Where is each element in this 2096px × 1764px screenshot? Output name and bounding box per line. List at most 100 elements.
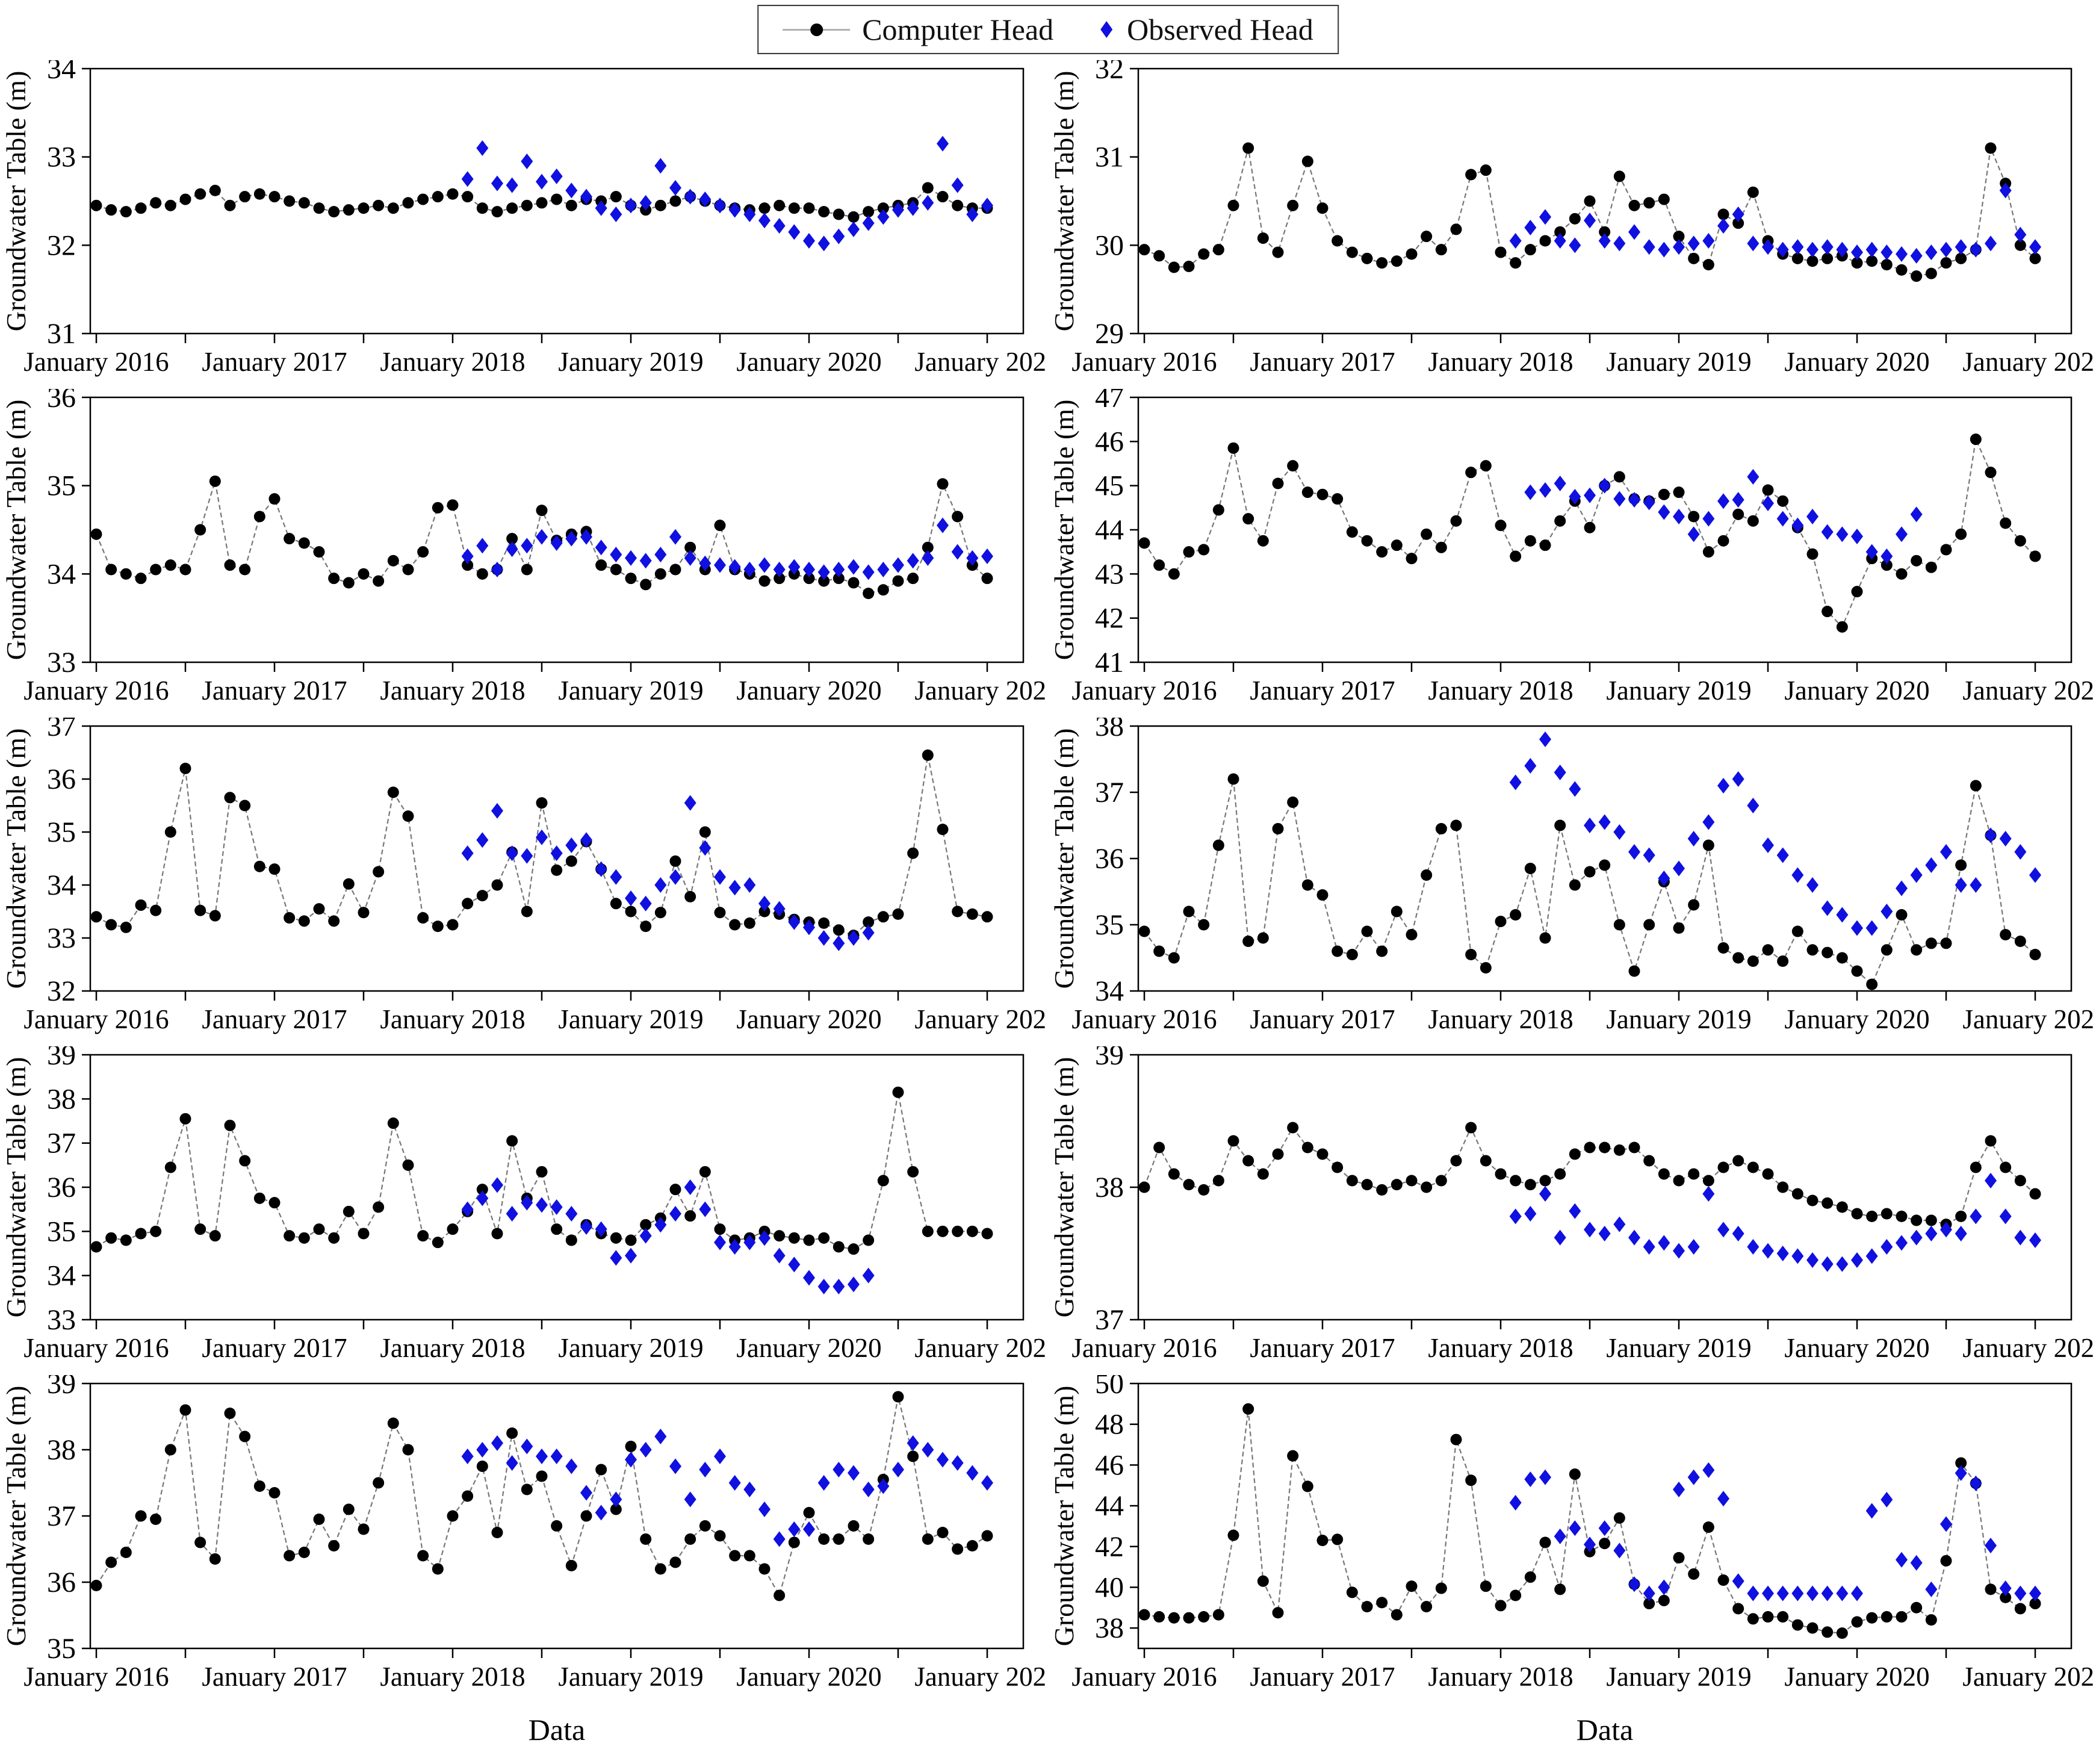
- observed-head-point: [461, 1449, 474, 1464]
- computed-head-point: [848, 1243, 860, 1255]
- observed-head-point: [625, 550, 637, 566]
- computed-head-point: [1495, 1600, 1507, 1612]
- computed-head-point: [1495, 916, 1507, 927]
- x-tick-label: January 2020: [1784, 347, 1929, 377]
- computed-head-point: [1316, 889, 1329, 901]
- computed-head-point: [328, 1540, 340, 1551]
- computed-head-point: [313, 903, 325, 915]
- y-tick-label: 33: [47, 141, 76, 173]
- chart-svg-5: 32 33 34 35 36 37 January 2016 January 2017 Janu…: [1, 718, 1048, 1034]
- computed-head-point: [135, 1510, 147, 1522]
- computed-head-point: [120, 568, 132, 580]
- computed-head-point: [833, 1241, 845, 1253]
- observed-head-point: [1910, 1554, 1923, 1571]
- computed-head-point: [937, 478, 949, 490]
- observed-head-point: [1643, 239, 1655, 255]
- computed-head-point: [714, 907, 726, 919]
- y-tick-label: 42: [1095, 603, 1124, 635]
- observed-head-point: [1940, 241, 1952, 258]
- computed-head-point: [1747, 1613, 1759, 1625]
- y-tick-label: 43: [1095, 558, 1124, 590]
- observed-head-point: [1910, 867, 1923, 883]
- observed-head-point: [506, 845, 518, 862]
- computed-head-point: [521, 1483, 533, 1495]
- x-tick-label: January 2021: [1962, 675, 2096, 706]
- computed-head-point: [1495, 520, 1507, 532]
- plot-frame: [89, 396, 1025, 663]
- observed-head-point: [625, 1452, 637, 1468]
- observed-head-point: [1776, 241, 1789, 258]
- y-tick-label: 38: [1095, 1612, 1124, 1644]
- observed-head-point: [1999, 1208, 2012, 1225]
- computed-head-point: [1495, 246, 1507, 258]
- computed-head-point: [1777, 1181, 1789, 1193]
- computed-head-point: [714, 1530, 726, 1542]
- observed-head-point: [1524, 484, 1537, 500]
- observed-head-point: [521, 538, 533, 554]
- computed-head-point: [1168, 952, 1180, 964]
- observed-head-point: [1791, 1585, 1804, 1601]
- observed-head-point: [1851, 529, 1863, 544]
- observed-head-point: [1628, 1229, 1640, 1246]
- computed-head-point: [565, 1234, 577, 1246]
- computed-head-point: [1554, 1583, 1566, 1595]
- computed-head-point: [432, 921, 444, 933]
- y-axis-label: Groundwater Table (m): [1049, 71, 1079, 332]
- observed-head-point: [1509, 233, 1522, 249]
- computed-head-point: [224, 559, 236, 571]
- observed-head-point: [773, 562, 786, 577]
- computed-head-point: [2029, 949, 2041, 960]
- computed-head-point: [164, 1444, 176, 1456]
- computed-head-point: [1242, 936, 1254, 947]
- computed-head-point: [1851, 1616, 1863, 1628]
- computed-head-point: [1168, 568, 1180, 580]
- observed-head-point: [817, 930, 830, 946]
- observed-head-point: [639, 895, 652, 912]
- computed-head-point: [1361, 252, 1373, 264]
- computed-head-point: [937, 191, 949, 203]
- computed-head-point: [833, 924, 845, 936]
- observed-head-point: [1791, 239, 1804, 255]
- computed-head-point: [1480, 460, 1492, 472]
- computed-head-point: [625, 905, 637, 918]
- computed-head-point: [402, 810, 414, 822]
- computed-head-point: [1628, 199, 1640, 211]
- observed-head-point: [654, 877, 667, 893]
- observed-head-point: [1762, 1243, 1774, 1259]
- computed-head-point: [818, 1533, 830, 1545]
- computed-head-point: [1183, 261, 1195, 273]
- observed-head-point: [654, 1217, 667, 1233]
- computed-head-point: [1227, 773, 1239, 785]
- observed-head-point: [1613, 235, 1626, 252]
- computed-head-point: [313, 202, 325, 214]
- computed-head-point: [2000, 929, 2012, 940]
- chart-svg-2: 29 30 31 32 January 2016 January 2017 January …: [1049, 60, 2096, 377]
- observed-head-point: [1776, 511, 1789, 527]
- x-tick-label: January 2020: [736, 1333, 881, 1363]
- x-tick-label: January 2020: [1784, 1662, 1929, 1692]
- computed-head-point: [313, 546, 325, 558]
- observed-head-point: [862, 925, 875, 941]
- computed-head-point: [892, 1086, 904, 1098]
- computed-head-point: [1524, 1571, 1536, 1583]
- observed-head-point: [1999, 182, 2012, 199]
- observed-head-point: [639, 1442, 652, 1458]
- computed-head-point: [1806, 944, 1818, 956]
- y-tick-label: 46: [1095, 426, 1124, 458]
- y-tick-label: 41: [1095, 647, 1124, 679]
- observed-head-point: [610, 1491, 622, 1508]
- observed-head-point: [1569, 1203, 1581, 1219]
- x-tick-label: January 2020: [736, 1004, 881, 1034]
- computed-head-point: [1881, 1611, 1893, 1623]
- computed-head-point: [1435, 541, 1447, 553]
- computed-head-point: [194, 524, 206, 536]
- y-tick-label: 34: [47, 869, 76, 901]
- observed-head-point: [669, 869, 681, 885]
- computed-head-point: [462, 1490, 474, 1502]
- computed-head-point: [1495, 1168, 1507, 1180]
- observed-head-point: [1925, 1226, 1938, 1241]
- observed-head-point: [1598, 477, 1611, 494]
- computed-head-point: [1257, 1575, 1269, 1587]
- observed-head-point: [1836, 1585, 1849, 1601]
- computed-head-point: [1287, 797, 1299, 808]
